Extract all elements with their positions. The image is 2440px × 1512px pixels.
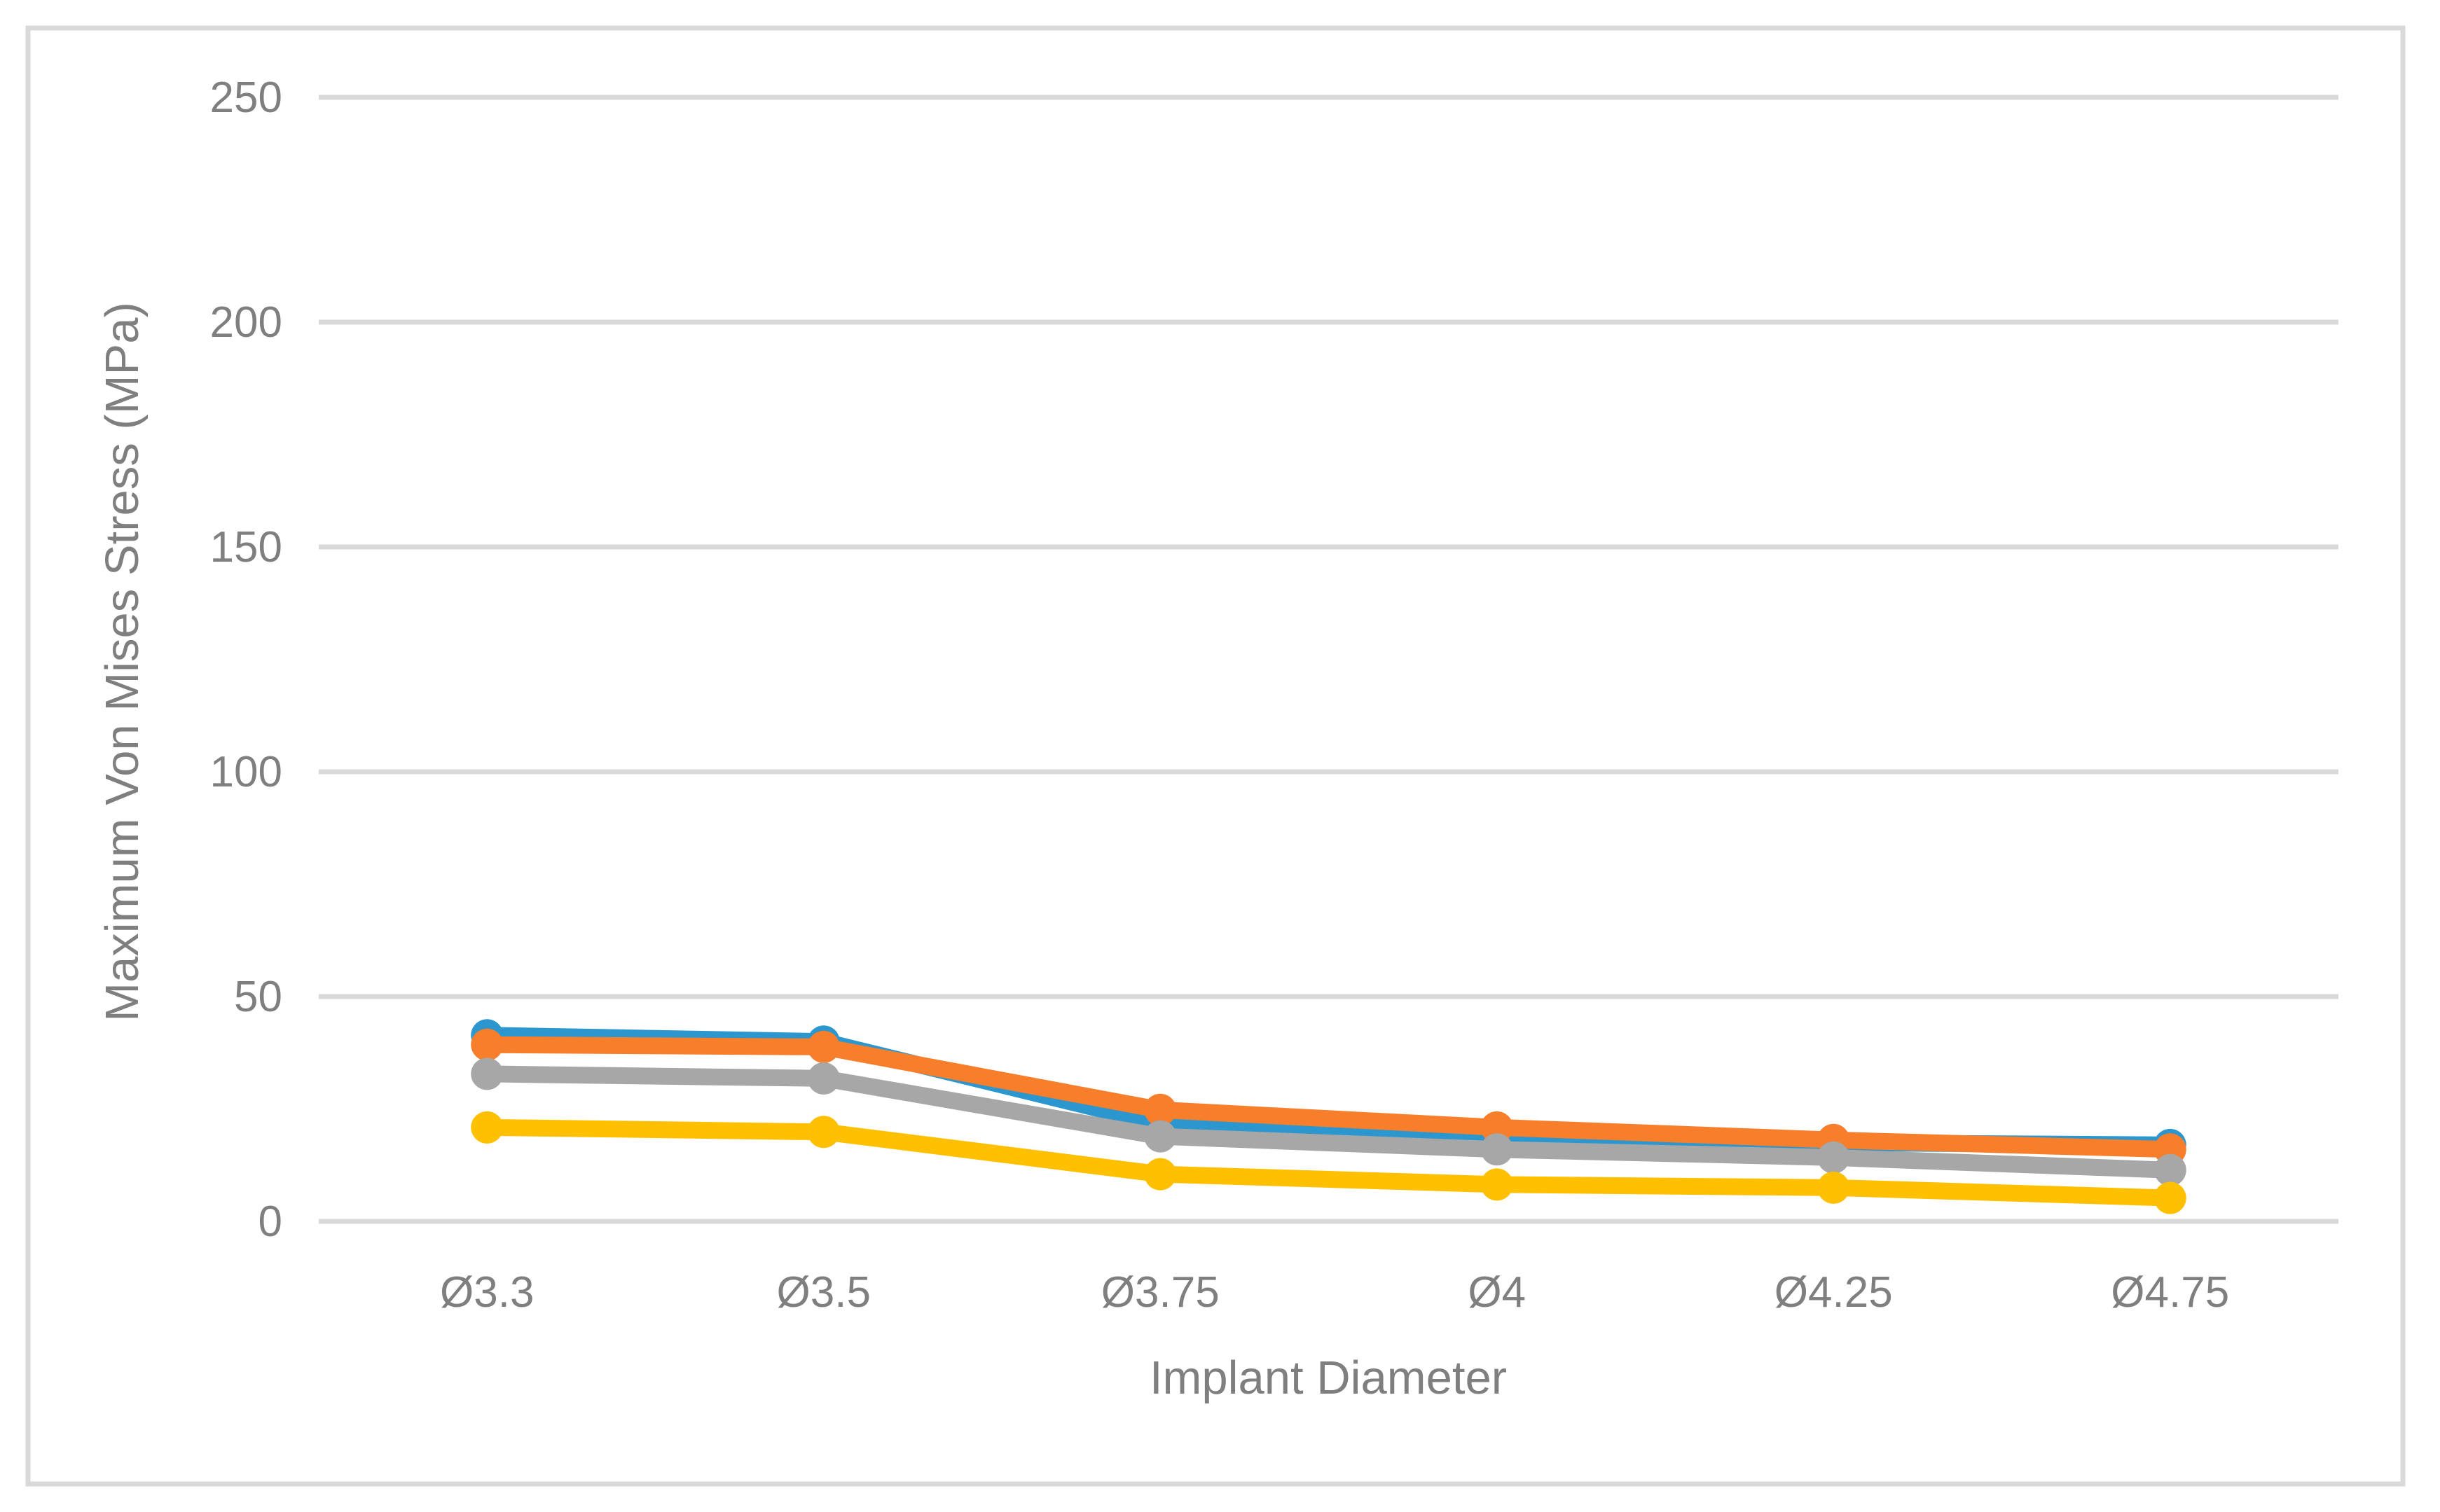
series-orange-marker [471,1028,504,1061]
x-axis-title: Implant Diameter [1150,1352,1507,1404]
x-category-label: Ø4.25 [1774,1268,1893,1317]
series-yellow-marker [2153,1181,2186,1214]
x-category-label: Ø3.75 [1101,1268,1220,1317]
series-orange-marker [807,1030,840,1063]
x-category-label: Ø3.5 [777,1268,871,1317]
y-tick-label: 0 [259,1198,282,1246]
y-axis-title: Maximum Von Mises Stress (MPa) [96,302,149,1022]
series-gray-line [478,1065,2179,1179]
series-gray-marker [1144,1120,1177,1153]
series-yellow-marker [471,1111,504,1144]
series-gray-marker [2153,1153,2186,1186]
x-axis-category-labels: Ø3.3 Ø3.5 Ø3.75 Ø4 Ø4.25 Ø4.75 [440,1268,2229,1317]
series-gray-marker [1817,1141,1850,1174]
series-yellow-marker [1817,1171,1850,1204]
y-tick-label: 200 [210,298,282,347]
series-layer [471,1019,2186,1214]
gridline-layer [319,95,2338,1224]
series-yellow-marker [807,1116,840,1149]
x-category-label: Ø3.3 [440,1268,534,1317]
x-category-label: Ø4.75 [2111,1268,2229,1317]
y-tick-label: 100 [210,748,282,796]
series-gray-marker [807,1062,840,1095]
series-orange-line [478,1036,2179,1158]
series-yellow-marker [1144,1158,1177,1191]
series-yellow-marker [1480,1168,1513,1201]
chart-border [25,25,2406,1487]
y-tick-label: 250 [210,74,282,122]
series-gray-marker [1480,1133,1513,1166]
series-yellow-line [478,1118,2179,1207]
x-category-label: Ø4 [1468,1268,1526,1317]
y-tick-label: 150 [210,523,282,571]
y-axis-tick-labels: 0 50 100 150 200 250 [210,74,282,1246]
y-tick-label: 50 [234,973,282,1021]
series-orange-marker [1480,1111,1513,1144]
series-orange-marker [1144,1093,1177,1126]
series-gray-marker [471,1057,504,1090]
